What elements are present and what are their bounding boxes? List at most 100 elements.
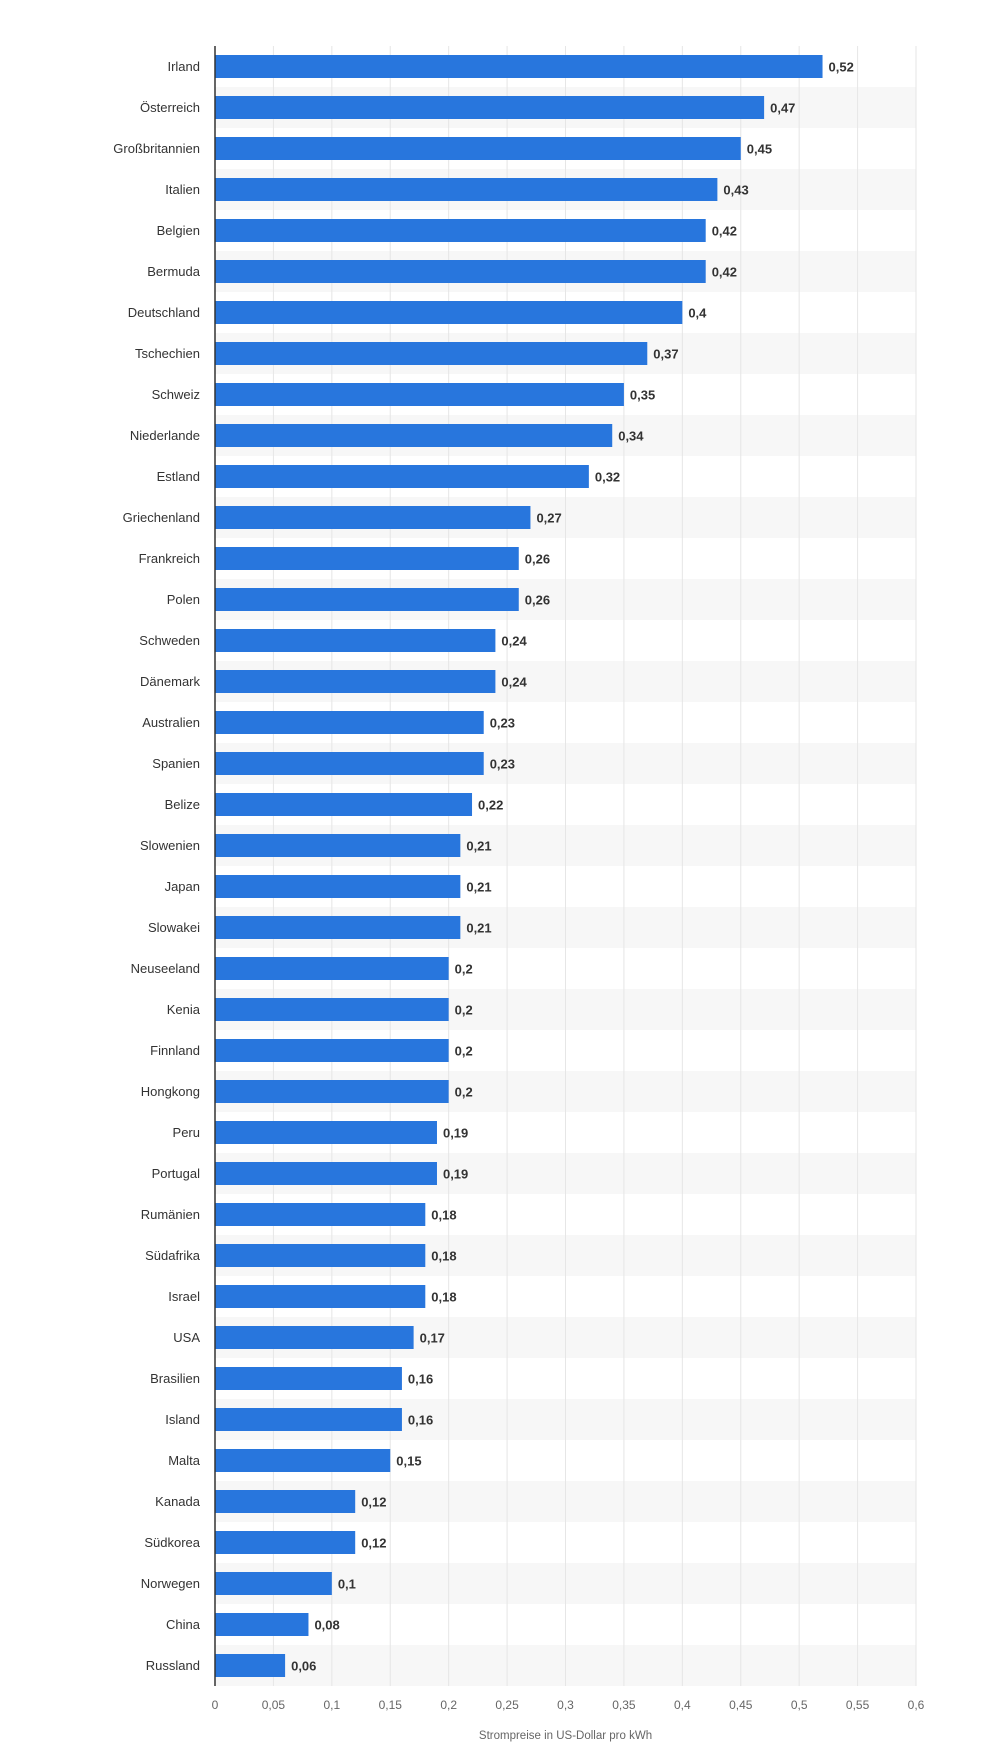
bar — [215, 834, 461, 857]
value-label: 0,06 — [291, 1659, 316, 1674]
bar — [215, 1203, 426, 1226]
value-label: 0,12 — [361, 1536, 386, 1551]
bar — [215, 875, 461, 898]
category-label: Südkorea — [144, 1535, 200, 1550]
value-label: 0,19 — [443, 1167, 468, 1182]
bar — [215, 711, 484, 734]
bar — [215, 1531, 356, 1554]
value-label: 0,22 — [478, 798, 503, 813]
category-label: Peru — [173, 1125, 200, 1140]
value-label: 0,21 — [466, 839, 491, 854]
bar — [215, 55, 823, 78]
bar — [215, 916, 461, 939]
category-label: Frankreich — [139, 551, 200, 566]
category-label: Finnland — [150, 1043, 200, 1058]
category-label: Bermuda — [147, 264, 201, 279]
bar — [215, 588, 519, 611]
category-label: Neuseeland — [131, 961, 200, 976]
bar — [215, 547, 519, 570]
category-label: Kenia — [167, 1002, 201, 1017]
value-label: 0,18 — [431, 1290, 456, 1305]
value-labels: 0,52 0,47 0,45 0,43 0,42 0,42 0,4 0,37 0,35 0,34 0… — [291, 60, 854, 1674]
category-label: China — [166, 1617, 201, 1632]
bars — [215, 55, 823, 1677]
bar — [215, 957, 449, 980]
bar — [215, 137, 741, 160]
value-label: 0,37 — [653, 347, 678, 362]
value-label: 0,16 — [408, 1372, 433, 1387]
bar — [215, 629, 496, 652]
bar — [215, 465, 589, 488]
bar — [215, 1449, 391, 1472]
value-label: 0,23 — [490, 757, 515, 772]
value-label: 0,2 — [455, 1003, 473, 1018]
value-label: 0,15 — [396, 1454, 421, 1469]
bar — [215, 752, 484, 775]
value-label: 0,45 — [747, 142, 772, 157]
category-label: Belgien — [157, 223, 200, 238]
x-tick-label: 0 — [212, 1698, 219, 1712]
category-label: Schweden — [139, 633, 200, 648]
x-tick-label: 0,05 — [262, 1698, 286, 1712]
value-label: 0,18 — [431, 1249, 456, 1264]
value-label: 0,12 — [361, 1495, 386, 1510]
value-label: 0,18 — [431, 1208, 456, 1223]
category-label: Rumänien — [141, 1207, 200, 1222]
bar — [215, 670, 496, 693]
x-tick-label: 0,45 — [729, 1698, 753, 1712]
value-label: 0,2 — [455, 962, 473, 977]
value-label: 0,52 — [829, 60, 854, 75]
category-label: Großbritannien — [113, 141, 200, 156]
value-label: 0,35 — [630, 388, 655, 403]
value-label: 0,19 — [443, 1126, 468, 1141]
value-label: 0,26 — [525, 552, 550, 567]
bar — [215, 1039, 449, 1062]
bar — [215, 1162, 437, 1185]
category-label: Russland — [146, 1658, 200, 1673]
x-tick-label: 0,25 — [495, 1698, 519, 1712]
bar — [215, 424, 613, 447]
category-label: Dänemark — [140, 674, 200, 689]
bar — [215, 1572, 332, 1595]
category-label: Tschechien — [135, 346, 200, 361]
category-label: Belize — [165, 797, 200, 812]
bar — [215, 383, 624, 406]
category-label: Slowakei — [148, 920, 200, 935]
value-label: 0,42 — [712, 224, 737, 239]
category-label: Norwegen — [141, 1576, 200, 1591]
value-label: 0,2 — [455, 1044, 473, 1059]
category-label: Italien — [165, 182, 200, 197]
x-tick-label: 0,35 — [612, 1698, 636, 1712]
value-label: 0,21 — [466, 880, 491, 895]
category-labels: Irland Österreich Großbritannien Italien Bel… — [113, 59, 200, 1673]
value-label: 0,23 — [490, 716, 515, 731]
bar — [215, 1408, 402, 1431]
category-label: Österreich — [140, 100, 200, 115]
category-label: Deutschland — [128, 305, 200, 320]
bar — [215, 260, 706, 283]
value-label: 0,24 — [501, 634, 527, 649]
value-label: 0,4 — [688, 306, 707, 321]
category-label: Island — [165, 1412, 200, 1427]
x-axis-title: Strompreise in US-Dollar pro kWh — [479, 1730, 652, 1742]
value-label: 0,27 — [536, 511, 561, 526]
category-label: Estland — [157, 469, 200, 484]
x-tick-label: 0,15 — [379, 1698, 403, 1712]
value-label: 0,08 — [314, 1618, 339, 1633]
category-label: Irland — [167, 59, 200, 74]
category-label: Australien — [142, 715, 200, 730]
value-label: 0,43 — [723, 183, 748, 198]
value-label: 0,24 — [501, 675, 527, 690]
x-tick-label: 0,5 — [791, 1698, 808, 1712]
value-label: 0,26 — [525, 593, 550, 608]
value-label: 0,32 — [595, 470, 620, 485]
category-label: Spanien — [152, 756, 200, 771]
x-axis-ticks: 0 0,05 0,1 0,15 0,2 0,25 0,3 0,35 0,4 0,45 0,5 0,55… — [212, 1698, 925, 1712]
category-label: Niederlande — [130, 428, 200, 443]
x-tick-label: 0,55 — [846, 1698, 870, 1712]
x-tick-label: 0,4 — [674, 1698, 691, 1712]
bar — [215, 301, 683, 324]
category-label: Südafrika — [145, 1248, 201, 1263]
x-tick-label: 0,2 — [440, 1698, 457, 1712]
